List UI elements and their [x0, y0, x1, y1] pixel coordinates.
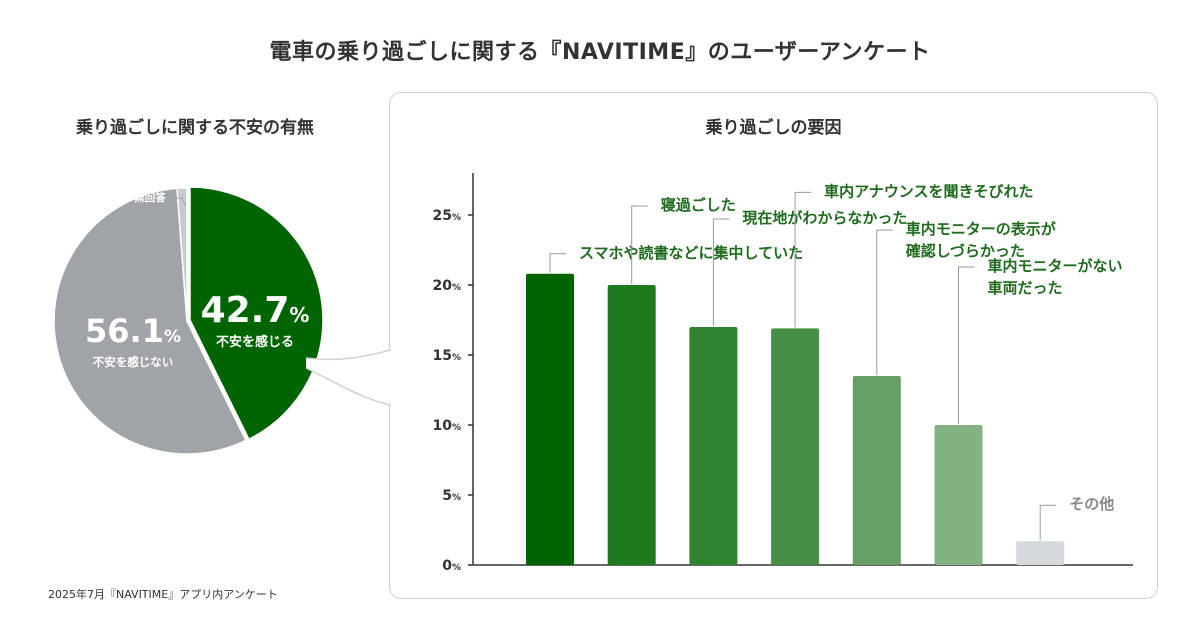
bar: [1016, 541, 1065, 565]
bar-category-label: その他: [1069, 495, 1114, 513]
pie-chart: 42.7% 不安を感じる 56.1% 不安を感じない 1.2%無回答: [53, 177, 324, 455]
pie-chart-title: 乗り過ごしに関する不安の有無: [76, 118, 314, 138]
pie-slice-not-anxious: [53, 187, 247, 455]
bar-label-leader: [549, 253, 566, 273]
pie-value-no-answer: 1.2%: [135, 177, 164, 191]
bar: [771, 328, 820, 565]
bar-category-label: スマホや読書などに集中していた: [579, 244, 803, 262]
bar: [689, 327, 738, 565]
bar-category-label: 寝過ごした: [661, 196, 736, 214]
bar-label-leader: [958, 266, 975, 424]
page-title: 電車の乗り過ごしに関する『NAVITIME』のユーザーアンケート: [269, 40, 931, 65]
bar-label-leader: [712, 218, 730, 326]
pie-value-not-anxious: 56.1%: [85, 312, 181, 350]
pie-label-not-anxious: 不安を感じない: [93, 355, 174, 369]
bar-label-leader: [876, 229, 893, 375]
pie-label-anxious: 不安を感じる: [216, 334, 294, 350]
pie-label-no-answer: 無回答: [134, 191, 166, 204]
y-tick-label: 20%: [432, 278, 461, 294]
pie-slice-no-answer: [176, 187, 188, 322]
bar: [526, 273, 574, 565]
bar-category-label: 現在地がわからなかった: [742, 209, 907, 227]
bar: [607, 285, 656, 565]
y-tick-label: 25%: [432, 208, 461, 224]
bar: [934, 425, 983, 565]
callout-connector: [305, 349, 391, 406]
y-tick-label: 5%: [442, 488, 461, 504]
pie-no-answer-leader: [171, 197, 187, 207]
y-tick-label: 15%: [432, 348, 461, 364]
source-footnote: 2025年7月『NAVITIME』アプリ内アンケート: [48, 588, 278, 601]
bar-category-label: 車両だった: [988, 279, 1063, 297]
bar-category-label: 車内モニターがない: [988, 257, 1123, 275]
bar: [852, 376, 901, 565]
y-tick-label: 10%: [432, 418, 461, 434]
bar-category-label: 車内アナウンスを聞きそびれた: [824, 182, 1033, 200]
bar-category-label: 車内モニターの表示が: [906, 220, 1057, 238]
y-tick-label: 0%: [442, 558, 461, 574]
bar-chart-title: 乗り過ごしの要因: [705, 118, 842, 138]
bar-label-leader: [794, 191, 812, 328]
bar-label-leader: [631, 205, 648, 284]
pie-value-anxious: 42.7%: [201, 290, 310, 331]
bar-label-leader: [1039, 504, 1057, 541]
pie-slice-anxious: [189, 186, 324, 441]
bar-category-label: 確認しづらかった: [905, 242, 1025, 260]
